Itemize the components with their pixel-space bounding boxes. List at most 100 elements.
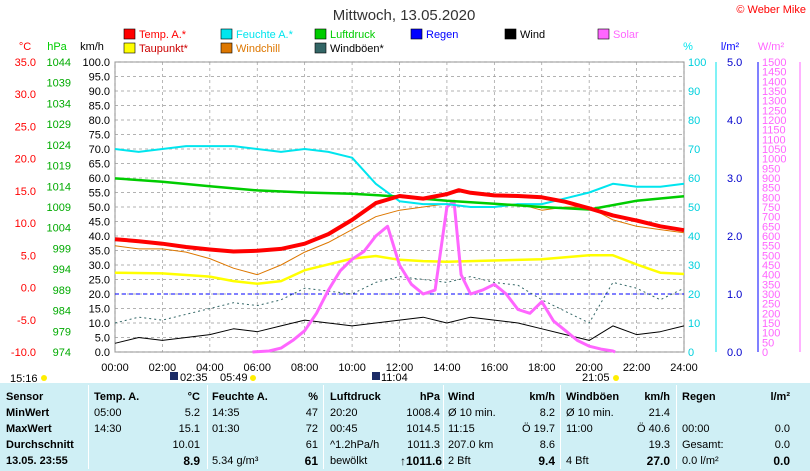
axis-unit-label: hPa <box>47 41 67 53</box>
press-tick-label: 999 <box>53 243 71 255</box>
press-tick-label: 984 <box>53 306 71 318</box>
legend-label: Taupunkt* <box>139 43 189 55</box>
column-divider <box>207 385 208 469</box>
stats-header: % <box>308 391 318 403</box>
solar-tick-label: 850 <box>762 183 780 195</box>
solar-tick-label: 150 <box>762 318 780 330</box>
min-marker-icon <box>170 372 178 380</box>
x-tick-label: 22:00 <box>623 362 651 374</box>
time-label-tmax: 11:04 <box>381 372 408 383</box>
rain-tick-label: 4.0 <box>727 115 742 127</box>
press-tick-label: 979 <box>53 326 71 338</box>
stats-cell-wind_lbl: 11:15 <box>448 423 475 435</box>
stats-table: Sensor Temp. A. °C Feuchte A.% Luftdruck hPa W… <box>0 383 810 471</box>
stats-cell-hum_time: 01:30 <box>212 423 240 435</box>
rain-tick-label: 3.0 <box>727 173 742 185</box>
stats-cell-press: 1008.4 <box>406 407 440 419</box>
x-tick-label: 06:00 <box>243 362 271 374</box>
column-divider <box>443 385 444 469</box>
legend-label: Regen <box>426 29 458 41</box>
solar-tick-label: 650 <box>762 221 780 233</box>
temp-tick-label: 30.0 <box>15 89 36 101</box>
axis-unit-label: l/m² <box>721 41 740 53</box>
stats-cell-hum: 72 <box>305 423 318 435</box>
x-tick-label: 16:00 <box>481 362 509 374</box>
legend-label: Luftdruck <box>330 29 376 41</box>
wind-tick-label: 30.0 <box>89 260 110 272</box>
hum-tick-label: 90 <box>688 86 700 98</box>
solar-tick-label: 200 <box>762 308 780 320</box>
wind-tick-label: 25.0 <box>89 275 110 287</box>
press-tick-label: 989 <box>53 285 71 297</box>
solar-tick-label: 950 <box>762 163 780 175</box>
solar-tick-label: 400 <box>762 270 780 282</box>
press-tick-label: 1034 <box>47 98 71 110</box>
series-line-feuchtea <box>114 145 685 208</box>
column-divider <box>676 385 677 469</box>
solar-tick-label: 50 <box>762 337 774 349</box>
solar-tick-label: 600 <box>762 231 780 243</box>
stats-cell-temp_time <box>94 437 154 453</box>
legend-swatch <box>410 28 423 40</box>
stats-cell-wind: 9.4 <box>538 454 555 468</box>
wind-tick-label: 0.0 <box>95 347 110 359</box>
stats-cell-press_time: 20:20 <box>330 407 358 419</box>
wind-tick-label: 15.0 <box>89 304 110 316</box>
solar-tick-label: 1200 <box>762 115 786 127</box>
hum-tick-label: 0 <box>688 347 694 359</box>
x-tick-label: 24:00 <box>670 362 698 374</box>
temp-tick-label: 0.0 <box>21 283 36 295</box>
stats-cell-hum_time: 14:35 <box>212 407 240 419</box>
legend-swatch <box>123 28 136 40</box>
solar-tick-label: 250 <box>762 299 780 311</box>
axis-unit-label: W/m² <box>758 41 785 53</box>
stats-cell-rain: 0.0 <box>774 439 790 451</box>
copyright-label: © Weber Mike <box>736 4 806 16</box>
stats-cell-press: 1011.3 <box>407 439 440 451</box>
x-tick-label: 12:00 <box>386 362 414 374</box>
hum-tick-label: 30 <box>688 260 700 272</box>
solar-tick-label: 1500 <box>762 57 786 69</box>
temp-tick-label: -10.0 <box>11 347 36 359</box>
max-marker-icon <box>372 372 380 380</box>
hum-tick-label: 100 <box>688 57 706 69</box>
press-tick-label: 1029 <box>47 119 71 131</box>
stats-cell-rain_lbl: 00:00 <box>682 423 710 435</box>
wind-tick-label: 35.0 <box>89 246 110 258</box>
solar-tick-label: 350 <box>762 279 780 291</box>
wind-tick-label: 100.0 <box>82 57 110 69</box>
stats-header: Luftdruck <box>330 391 381 403</box>
press-tick-label: 974 <box>53 347 71 359</box>
legend-swatch <box>504 28 517 40</box>
legend-label: Temp. A.* <box>139 29 187 41</box>
stats-cell-hum_time: 5.34 g/m³ <box>212 455 259 467</box>
stats-cell-gust: Ö 40.6 <box>636 423 670 435</box>
solar-tick-label: 800 <box>762 192 780 204</box>
sunset-icon <box>613 375 619 381</box>
sun-icon <box>41 375 47 381</box>
stats-cell-wind: 8.2 <box>539 407 555 419</box>
solar-tick-label: 750 <box>762 202 780 214</box>
x-tick-label: 10:00 <box>338 362 366 374</box>
legend-label: Windböen* <box>330 43 385 55</box>
stats-cell-label: Durchschnitt <box>6 439 74 451</box>
legend-label: Wind <box>520 29 545 41</box>
hum-tick-label: 10 <box>688 318 700 330</box>
solar-tick-label: 1000 <box>762 154 786 166</box>
stats-cell-gust: 21.4 <box>648 407 670 419</box>
legend-swatch <box>597 28 610 40</box>
press-tick-label: 1019 <box>47 161 71 173</box>
legend-swatch <box>123 42 136 54</box>
time-label-tmin: 02:35 <box>180 372 208 383</box>
stats-cell-rain: 0.0 <box>773 454 790 468</box>
rain-tick-label: 1.0 <box>727 289 742 301</box>
legend-swatch <box>314 42 327 54</box>
stats-cell-rain_lbl: 0.0 l/m² <box>682 455 719 467</box>
temp-tick-label: 15.0 <box>15 186 36 198</box>
wind-tick-label: 10.0 <box>89 318 110 330</box>
axis-unit-label: km/h <box>80 41 104 53</box>
temp-tick-label: -5.0 <box>17 315 36 327</box>
stats-header: l/m² <box>770 391 790 403</box>
wind-tick-label: 70.0 <box>89 144 110 156</box>
x-tick-label: 20:00 <box>575 362 603 374</box>
